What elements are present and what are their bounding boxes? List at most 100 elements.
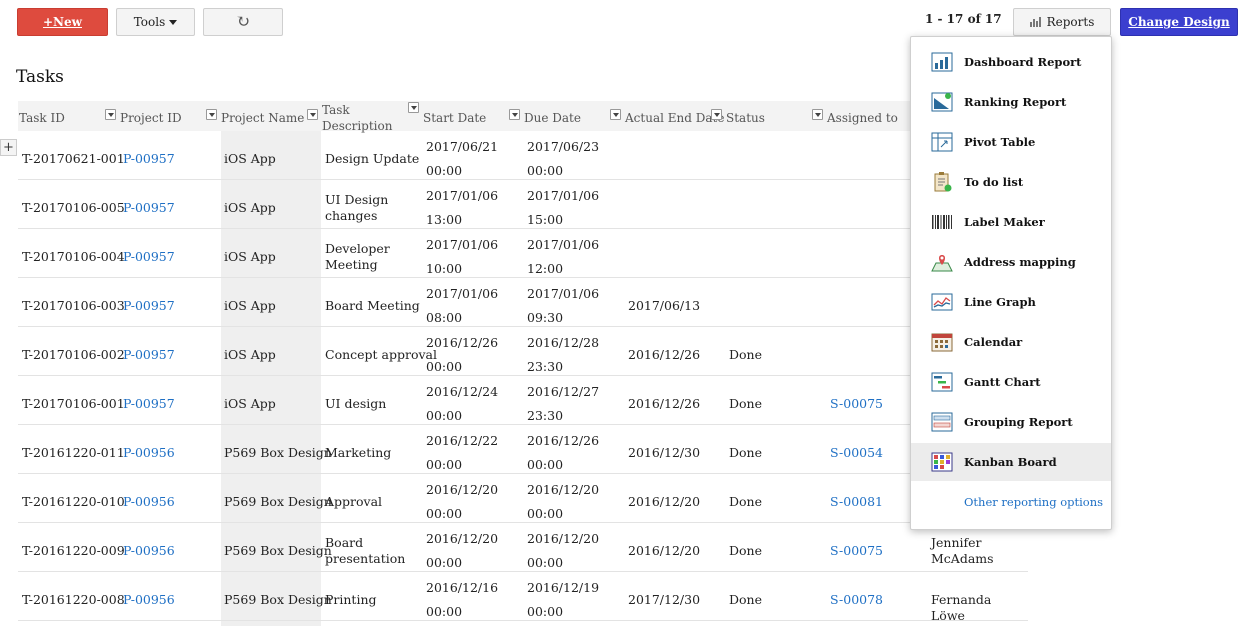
column-header-due-date[interactable]: Due Date [524, 111, 581, 125]
kanban-board-icon [931, 452, 953, 472]
menu-item-dashboard-report[interactable]: Dashboard Report [911, 43, 1111, 81]
menu-item-label: Dashboard Report [964, 55, 1082, 69]
menu-item-address-mapping[interactable]: Address mapping [911, 243, 1111, 281]
column-header-start-date[interactable]: Start Date [423, 111, 487, 125]
menu-item-pivot-table[interactable]: Pivot Table [911, 123, 1111, 161]
table-row[interactable]: T-20161220-008 P-00956 P569 Box Design P… [18, 572, 1028, 623]
assigned-to-link[interactable]: S-00081 [830, 494, 884, 509]
pivot-table-icon [931, 132, 953, 152]
menu-item-label: Gantt Chart [964, 375, 1041, 389]
project-id-link[interactable]: P-00956 [123, 494, 175, 509]
project-id-link[interactable]: P-00956 [123, 592, 175, 607]
table-row[interactable]: T-20170106-005 P-00957 iOS App UI Design… [18, 180, 1028, 229]
task-description-cell: Board [325, 535, 364, 550]
menu-item-line-graph[interactable]: Line Graph [911, 283, 1111, 321]
gantt-chart-icon [931, 372, 953, 392]
table-row[interactable]: T-20161220-009 P-00956 P569 Box Design B… [18, 523, 1028, 572]
project-id-link[interactable]: P-00957 [123, 151, 175, 166]
actual-end-date-cell: 2017/12/30 [628, 592, 701, 607]
column-header-actual-end-date[interactable]: Actual End Date [625, 111, 725, 125]
task-id-cell: T-20170106-004 [22, 249, 125, 264]
project-name-cell: P569 Box Design [224, 445, 332, 460]
project-id-link[interactable]: P-00956 [123, 543, 175, 558]
filter-dropdown-icon[interactable] [105, 109, 116, 120]
project-id-link[interactable]: P-00957 [123, 298, 175, 313]
table-row[interactable]: T-20170106-002 P-00957 iOS App Concept a… [18, 327, 1028, 376]
actual-end-date-cell: 2016/12/26 [628, 347, 701, 362]
column-header-project-id[interactable]: Project ID [120, 111, 182, 125]
column-header-assigned-to[interactable]: Assigned to [827, 111, 898, 125]
menu-item-ranking-report[interactable]: Ranking Report [911, 83, 1111, 121]
filter-dropdown-icon[interactable] [408, 102, 419, 113]
task-id-cell: T-20161220-010 [22, 494, 125, 509]
assigned-to-link[interactable]: S-00075 [830, 543, 884, 558]
filter-dropdown-icon[interactable] [509, 109, 520, 120]
actual-end-date-cell: 2016/12/20 [628, 494, 701, 509]
project-name-cell: P569 Box Design [224, 592, 332, 607]
actual-end-date-cell: 2016/12/20 [628, 543, 701, 558]
other-reporting-options-link[interactable]: Other reporting options [964, 495, 1104, 509]
column-header-project-name[interactable]: Project Name [221, 111, 305, 125]
map-pin-icon [931, 255, 953, 272]
due-date-cell: 2016/12/26 [527, 433, 600, 448]
filter-dropdown-icon[interactable] [307, 109, 318, 120]
assigned-to-link[interactable]: S-00078 [830, 592, 884, 607]
menu-item-calendar[interactable]: Calendar [911, 323, 1111, 361]
table-row[interactable]: T-20170106-004 P-00957 iOS App Developer… [18, 229, 1028, 278]
table-row[interactable]: T-20161220-010 P-00956 P569 Box Design A… [18, 474, 1028, 523]
assigned-to-link[interactable]: S-00075 [830, 396, 884, 411]
menu-item-label: Ranking Report [964, 95, 1067, 109]
table-row[interactable]: T-20170106-001 P-00957 iOS App UI design… [18, 376, 1028, 425]
menu-item-label: Pivot Table [964, 135, 1036, 149]
change-design-button[interactable]: Change Design [1120, 8, 1238, 36]
project-name-cell: P569 Box Design [224, 494, 332, 509]
project-id-link[interactable]: P-00957 [123, 396, 175, 411]
reports-button[interactable]: Reports [1013, 8, 1111, 36]
menu-item-todo-list[interactable]: To do list [911, 163, 1111, 201]
table-row[interactable]: T-20170621-001 P-00957 iOS App Design Up… [18, 131, 1028, 180]
calendar-icon [931, 333, 953, 352]
filter-dropdown-icon[interactable] [610, 109, 621, 120]
project-id-link[interactable]: P-00956 [123, 445, 175, 460]
menu-item-grouping-report[interactable]: Grouping Report [911, 403, 1111, 441]
refresh-button[interactable]: ↻ [203, 8, 283, 36]
actual-end-date-cell: 2016/12/26 [628, 396, 701, 411]
project-name-cell: P569 Box Design [224, 543, 332, 558]
start-date-cell: 2017/01/06 [426, 237, 499, 252]
start-time-cell: 00:00 [426, 408, 463, 423]
task-id-cell: T-20170106-002 [22, 347, 125, 362]
menu-item-label-maker[interactable]: Label Maker [911, 203, 1111, 241]
status-cell: Done [729, 396, 762, 411]
project-id-link[interactable]: P-00957 [123, 347, 175, 362]
start-time-cell: 00:00 [426, 506, 463, 521]
table-row[interactable]: T-20170106-003 P-00957 iOS App Board Mee… [18, 278, 1028, 327]
column-header-task-id[interactable]: Task ID [19, 111, 65, 125]
due-date-cell: 2017/01/06 [527, 188, 600, 203]
menu-item-gantt-chart[interactable]: Gantt Chart [911, 363, 1111, 401]
task-description-cell: Concept approval [325, 347, 438, 362]
due-time-cell: 09:30 [527, 310, 564, 325]
task-description-cell: Approval [325, 494, 383, 509]
column-header-task-description[interactable]: Task Description [322, 103, 393, 133]
add-row-button[interactable]: + [0, 139, 17, 156]
filter-dropdown-icon[interactable] [812, 109, 823, 120]
menu-item-label: To do list [964, 175, 1024, 189]
project-name-cell: iOS App [224, 347, 276, 362]
due-time-cell: 00:00 [527, 163, 564, 178]
new-button[interactable]: +New [17, 8, 108, 36]
tools-dropdown-button[interactable]: Tools [116, 8, 195, 36]
filter-dropdown-icon[interactable] [711, 109, 722, 120]
menu-item-kanban-board[interactable]: Kanban Board [911, 443, 1111, 481]
project-name-column-shade [221, 131, 321, 626]
due-time-cell: 15:00 [527, 212, 564, 227]
table-row[interactable]: T-20161220-011 P-00956 P569 Box Design M… [18, 425, 1028, 474]
filter-dropdown-icon[interactable] [206, 109, 217, 120]
due-date-cell: 2017/01/06 [527, 286, 600, 301]
pager-count: 1 - 17 of 17 [925, 12, 1002, 26]
project-id-link[interactable]: P-00957 [123, 249, 175, 264]
column-header-status[interactable]: Status [726, 111, 765, 125]
assigned-to-link[interactable]: S-00054 [830, 445, 884, 460]
project-id-link[interactable]: P-00957 [123, 200, 175, 215]
actual-end-date-cell: 2017/06/13 [628, 298, 701, 313]
task-id-cell: T-20170106-003 [22, 298, 125, 313]
